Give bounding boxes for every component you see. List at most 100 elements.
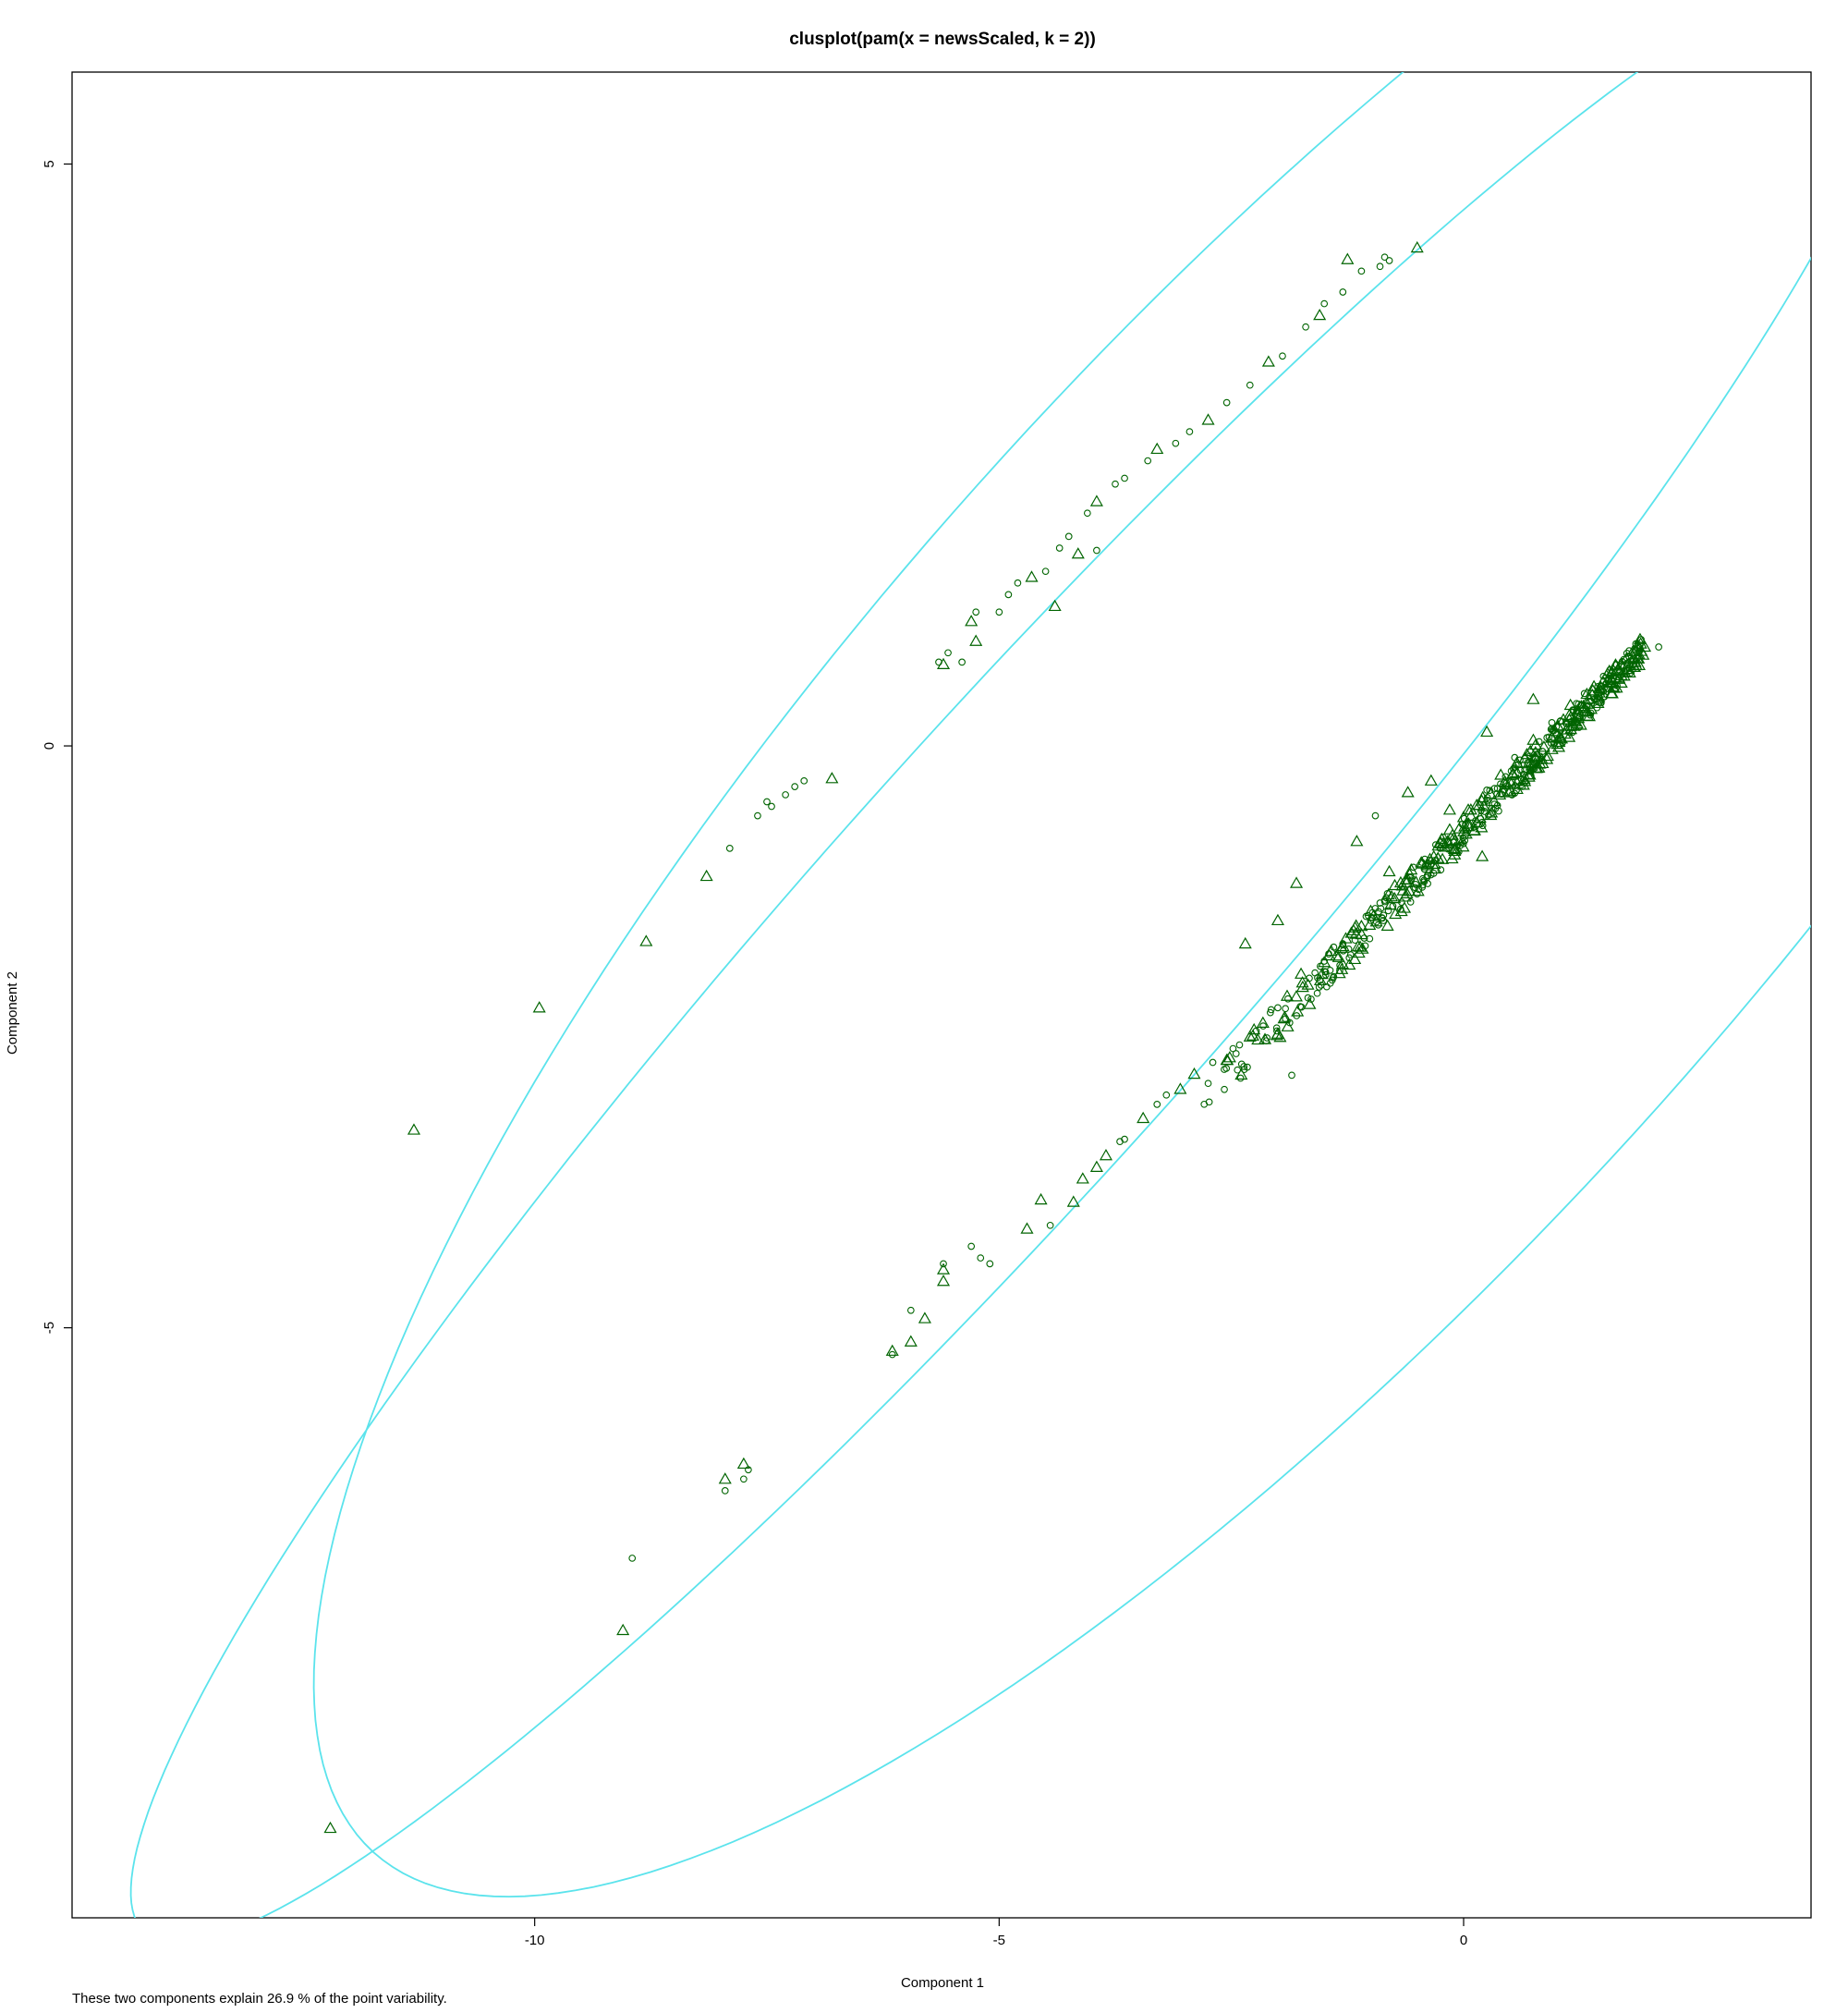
point-triangle-21 xyxy=(1089,494,1103,506)
point-triangle-115 xyxy=(1424,774,1438,786)
point-circle-366 xyxy=(1538,748,1547,755)
point-circle-464 xyxy=(1535,738,1543,746)
point-circle-589 xyxy=(1621,667,1629,676)
point-triangle-60 xyxy=(885,1344,899,1356)
point-triangle-422 xyxy=(1506,766,1520,779)
point-triangle-277 xyxy=(1335,958,1350,970)
point-circle-303 xyxy=(1282,1005,1289,1013)
point-triangle-129 xyxy=(1238,936,1252,949)
point-circle-191 xyxy=(1486,787,1494,795)
point-triangle-11 xyxy=(1261,355,1275,367)
point-circle-576 xyxy=(1313,989,1321,997)
point-triangle-282 xyxy=(1545,731,1559,743)
point-triangle-91 xyxy=(1295,967,1308,979)
point-triangle-1 xyxy=(1341,252,1355,264)
point-triangle-9 xyxy=(1313,308,1327,321)
point-triangle-34 xyxy=(965,615,979,627)
point-circle-445 xyxy=(1240,1063,1248,1070)
cluster-ellipses xyxy=(129,72,1811,1918)
point-triangle-66 xyxy=(936,1275,951,1287)
point-triangle-254 xyxy=(1448,844,1462,856)
point-circle-2 xyxy=(1380,253,1389,262)
point-circle-24 xyxy=(1055,544,1064,552)
point-circle-13 xyxy=(1222,398,1231,407)
point-triangle-318 xyxy=(1380,919,1394,931)
point-circle-390 xyxy=(1436,845,1444,852)
point-triangle-505 xyxy=(1343,958,1356,970)
point-triangle-583 xyxy=(1273,1031,1287,1043)
point-triangle-434 xyxy=(1594,680,1608,692)
point-circle-604 xyxy=(1570,724,1578,731)
point-triangle-84 xyxy=(1187,1067,1201,1080)
point-circle-636 xyxy=(1372,913,1380,921)
point-triangle-622 xyxy=(1631,652,1645,664)
point-circle-120 xyxy=(1371,811,1380,820)
point-triangle-406 xyxy=(1533,757,1547,769)
point-triangle-63 xyxy=(918,1312,931,1324)
point-circle-3 xyxy=(1385,257,1393,264)
point-circle-585 xyxy=(1235,1041,1244,1049)
point-triangle-621 xyxy=(1592,686,1606,698)
point-circle-582 xyxy=(1635,643,1644,652)
point-triangle-626 xyxy=(1400,875,1414,888)
point-triangle-478 xyxy=(1291,1005,1305,1017)
x-tick-label-0: -10 xyxy=(525,1933,545,1948)
axis-ticks: -10 -5 0 5 0 -5 xyxy=(42,160,1467,1948)
point-triangle-487 xyxy=(1581,705,1595,717)
point-circle-450 xyxy=(1406,898,1415,906)
point-triangle-564 xyxy=(1295,976,1309,988)
point-triangle-612 xyxy=(1348,952,1362,965)
point-triangle-512 xyxy=(1339,932,1353,944)
point-circle-246 xyxy=(1315,983,1323,991)
point-circle-6 xyxy=(1339,288,1347,296)
point-circle-304 xyxy=(1244,1063,1251,1071)
point-triangle-649 xyxy=(1270,1029,1283,1041)
point-circle-555 xyxy=(1384,907,1392,915)
point-triangle-467 xyxy=(1278,1010,1292,1022)
point-circle-532 xyxy=(1415,885,1423,894)
point-triangle-620 xyxy=(1426,857,1440,870)
point-circle-41 xyxy=(800,776,808,785)
point-triangle-615 xyxy=(1566,718,1580,731)
point-circle-577 xyxy=(1314,974,1321,982)
point-circle-629 xyxy=(1594,682,1602,690)
point-circle-528 xyxy=(1236,1074,1245,1082)
point-circle-26 xyxy=(1093,546,1100,555)
point-circle-32 xyxy=(995,608,1003,616)
point-circle-462 xyxy=(1480,808,1489,815)
point-circle-29 xyxy=(1014,579,1022,587)
cluster-ellipse-1 xyxy=(312,72,1811,1898)
point-triangle-51 xyxy=(407,1123,420,1135)
point-triangle-310 xyxy=(1234,1068,1248,1080)
point-triangle-382 xyxy=(1484,808,1498,821)
point-triangle-28 xyxy=(1025,570,1039,582)
point-triangle-159 xyxy=(1591,696,1605,709)
point-triangle-48 xyxy=(699,869,713,882)
point-circle-494 xyxy=(1429,869,1438,877)
point-circle-500 xyxy=(1221,1085,1228,1093)
point-circle-81 xyxy=(1153,1101,1161,1108)
point-circle-224 xyxy=(1200,1100,1209,1108)
point-triangle-292 xyxy=(1580,687,1594,700)
point-triangle-580 xyxy=(1522,767,1536,780)
point-circle-412 xyxy=(1375,908,1382,916)
point-triangle-55 xyxy=(718,1472,732,1484)
point-circle-540 xyxy=(1262,1037,1270,1045)
point-triangle-571 xyxy=(1281,1019,1295,1031)
point-triangle-71 xyxy=(1020,1222,1034,1234)
point-triangle-183 xyxy=(1247,1022,1261,1035)
point-triangle-77 xyxy=(1099,1149,1112,1161)
point-circle-403 xyxy=(1361,942,1369,950)
point-circle-154 xyxy=(1266,1008,1274,1017)
point-circle-349 xyxy=(1306,974,1313,982)
point-circle-56 xyxy=(721,1487,729,1494)
point-triangle-90 xyxy=(1280,989,1295,1001)
point-triangle-374 xyxy=(1222,1051,1236,1063)
point-triangle-74 xyxy=(1066,1195,1080,1207)
point-circle-30 xyxy=(1004,591,1013,599)
point-triangle-550 xyxy=(1502,786,1515,798)
point-triangle-364 xyxy=(1388,878,1402,891)
point-circle-114 xyxy=(1655,643,1662,651)
